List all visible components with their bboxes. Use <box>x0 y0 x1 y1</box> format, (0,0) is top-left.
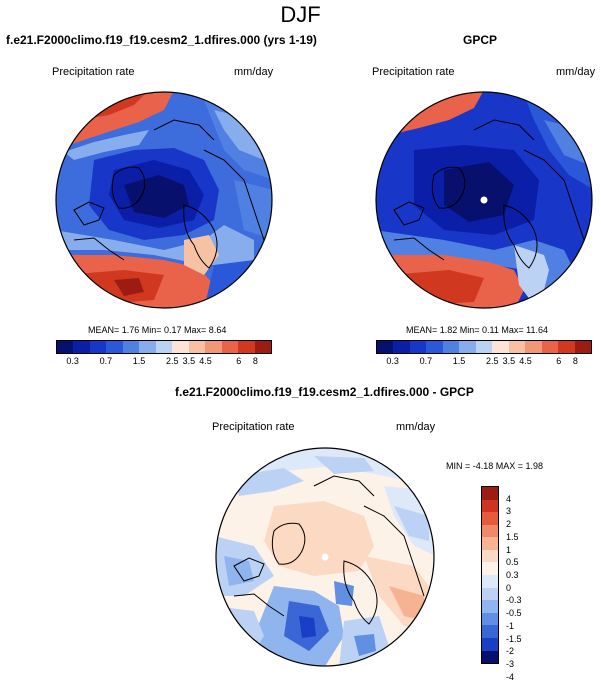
model-units-label: mm/day <box>234 66 274 78</box>
colorbar-tick-label: 3.5 <box>182 356 196 366</box>
colorbar-tick-label: 8 <box>252 356 258 366</box>
figure-title: DJF <box>280 2 321 27</box>
obs-colorbar-labels: 0.3 0.7 1.5 2.5 3.5 4.5 6 8 <box>376 356 592 368</box>
pole-marker <box>321 553 329 561</box>
colorbar-swatch <box>254 341 272 353</box>
colorbar-swatch <box>89 341 107 353</box>
colorbar-swatch <box>122 341 140 353</box>
colorbar-tick-label: -2 <box>506 646 515 657</box>
diff-polar-map <box>215 447 435 667</box>
diff-panel-title: f.e21.F2000climo.f19_f19.cesm2_1.dfires.… <box>175 385 474 399</box>
colorbar-tick-label: 0.5 <box>506 557 519 568</box>
colorbar-tick-label: -0.3 <box>506 595 522 606</box>
colorbar-swatch <box>482 637 498 651</box>
colorbar-tick-label: -4 <box>506 671 515 682</box>
colorbar-swatch <box>482 612 498 626</box>
colorbar-tick-label: 3.5 <box>502 356 516 366</box>
colorbar-tick-label: 2.5 <box>486 356 499 366</box>
obs-variable-label: Precipitation rate <box>372 66 455 78</box>
colorbar-swatch <box>459 341 476 353</box>
colorbar-swatch <box>238 341 255 353</box>
obs-colorbar <box>376 340 592 354</box>
colorbar-swatch <box>377 341 394 353</box>
colorbar-tick-label: 1.5 <box>132 356 146 366</box>
colorbar-tick-label: 1 <box>506 544 512 555</box>
colorbar-tick-label: 0.3 <box>66 356 79 366</box>
colorbar-swatch <box>172 341 189 353</box>
colorbar-swatch <box>205 341 222 353</box>
colorbar-tick-label: 2.5 <box>166 356 179 366</box>
colorbar-swatch <box>409 341 427 353</box>
colorbar-swatch <box>188 341 206 353</box>
model-colorbar-labels: 0.3 0.7 1.5 2.5 3.5 4.5 6 8 <box>56 356 272 368</box>
diff-units-label: mm/day <box>396 421 436 433</box>
colorbar-swatch <box>525 341 542 353</box>
colorbar-swatch <box>574 341 592 353</box>
model-colorbar <box>56 340 272 354</box>
colorbar-swatch <box>558 341 575 353</box>
colorbar-swatch <box>482 587 498 601</box>
colorbar-swatch <box>482 537 498 550</box>
colorbar-tick-label: 4 <box>506 493 512 504</box>
obs-stats: MEAN= 1.82 Min= 0.11 Max= 11.64 <box>406 325 548 335</box>
colorbar-swatch <box>106 341 123 353</box>
colorbar-swatch <box>57 341 74 353</box>
model-polar-map <box>55 91 273 309</box>
colorbar-tick-label: -0.5 <box>506 608 522 619</box>
colorbar-tick-label: 6 <box>556 356 562 366</box>
colorbar-tick-label: 1.5 <box>506 531 519 542</box>
colorbar-swatch <box>221 341 239 353</box>
colorbar-swatch <box>139 341 156 353</box>
obs-units-label: mm/day <box>556 66 596 78</box>
colorbar-swatch <box>155 341 173 353</box>
colorbar-tick-label: -1 <box>506 620 515 631</box>
colorbar-swatch <box>482 625 498 638</box>
model-variable-label: Precipitation rate <box>52 66 135 78</box>
model-panel-title: f.e21.F2000climo.f19_f19.cesm2_1.dfires.… <box>6 33 317 47</box>
colorbar-swatch <box>482 549 498 563</box>
colorbar-swatch <box>73 341 90 353</box>
colorbar-swatch <box>508 341 526 353</box>
pole-marker <box>480 196 488 204</box>
colorbar-swatch <box>492 341 509 353</box>
colorbar-tick-label: 0 <box>506 582 512 593</box>
colorbar-tick-label: 3 <box>506 506 512 517</box>
colorbar-swatch <box>482 499 498 513</box>
colorbar-tick-label: 0.3 <box>506 570 519 580</box>
colorbar-swatch <box>442 341 460 353</box>
diff-variable-label: Precipitation rate <box>212 421 295 433</box>
colorbar-tick-label: 0.3 <box>386 356 399 366</box>
colorbar-tick-label: -3 <box>506 659 515 669</box>
diff-colorbar-labels: 4 3 2 1.5 1 0.5 0.3 0 -0.3 -0.5 -1 -1.5 -2 -3 -4 <box>504 486 544 682</box>
colorbar-tick-label: 0.7 <box>419 356 433 366</box>
colorbar-swatch <box>482 512 498 525</box>
colorbar-swatch <box>475 341 493 353</box>
colorbar-tick-label: -1.5 <box>506 633 522 644</box>
diff-stats: MIN = -4.18 MAX = 1.98 <box>446 461 544 471</box>
colorbar-tick-label: 8 <box>572 356 578 366</box>
colorbar-swatch <box>541 341 559 353</box>
model-stats: MEAN= 1.76 Min= 0.17 Max= 8.64 <box>88 325 227 335</box>
diff-colorbar <box>481 486 499 664</box>
colorbar-tick-label: 6 <box>236 356 242 366</box>
colorbar-swatch <box>482 600 498 613</box>
colorbar-tick-label: 1.5 <box>452 356 466 366</box>
colorbar-swatch <box>482 524 498 538</box>
colorbar-tick-label: 2 <box>506 519 512 530</box>
obs-panel-title: GPCP <box>463 33 498 47</box>
colorbar-tick-label: 0.7 <box>99 356 113 366</box>
colorbar-swatch <box>482 575 498 588</box>
obs-polar-map <box>375 91 593 309</box>
colorbar-swatch <box>426 341 443 353</box>
colorbar-swatch <box>482 487 498 500</box>
colorbar-tick-label: 4.5 <box>199 356 212 366</box>
colorbar-tick-label: 4.5 <box>519 356 532 366</box>
colorbar-swatch <box>482 650 498 664</box>
colorbar-swatch <box>482 562 498 576</box>
colorbar-swatch <box>393 341 410 353</box>
